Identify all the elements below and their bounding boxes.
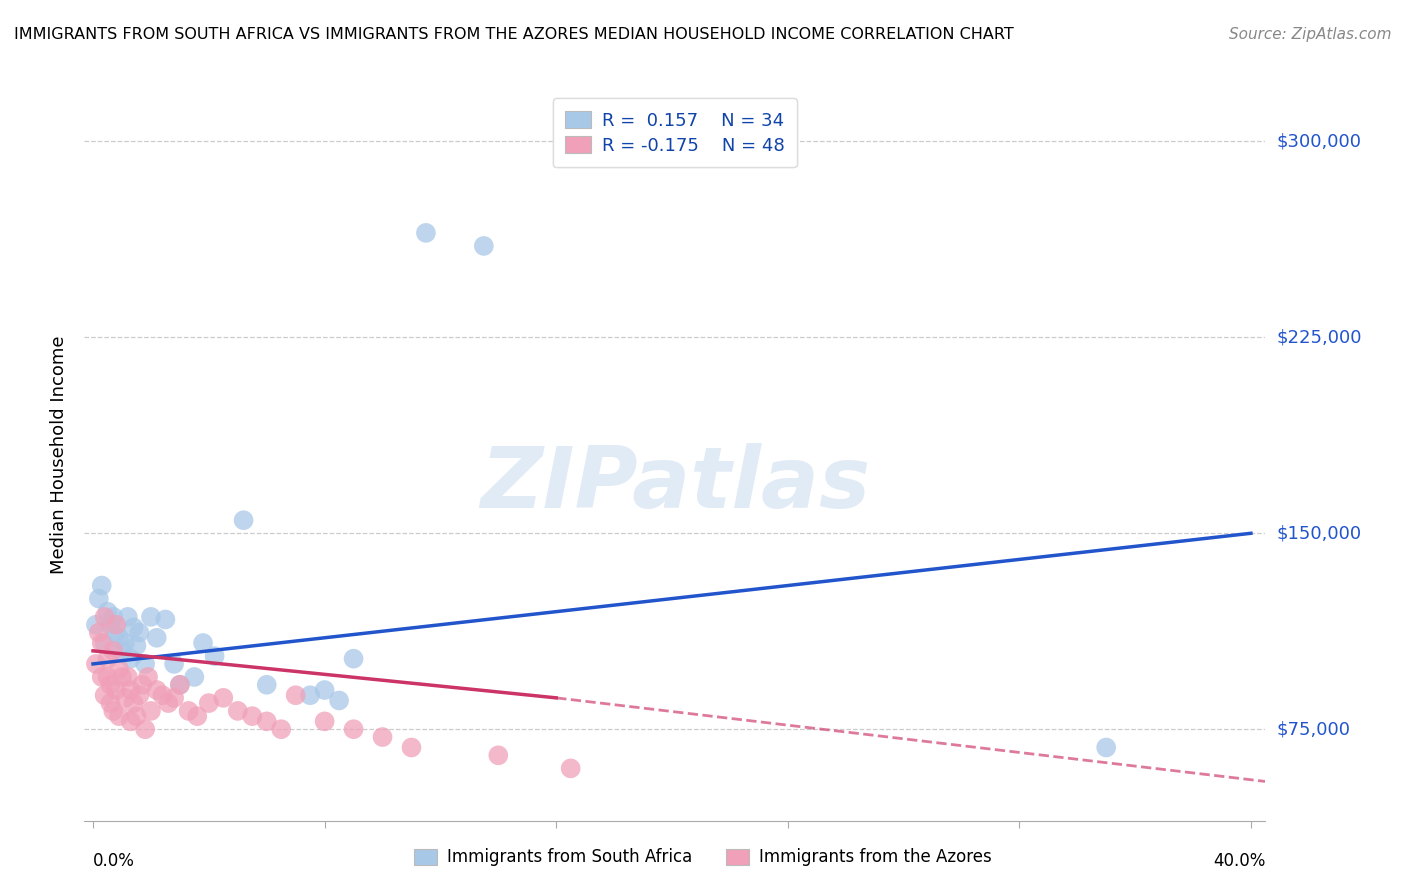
Point [120, 714, 142, 729]
Point [169, 678, 191, 692]
Point [157, 696, 180, 710]
Point [232, 513, 254, 527]
Point [560, 761, 582, 775]
Point [183, 670, 205, 684]
Point [299, 688, 322, 702]
Point [93, 610, 115, 624]
Point [108, 631, 131, 645]
Point [415, 226, 437, 240]
Point [328, 693, 350, 707]
Point [103, 704, 125, 718]
Text: $225,000: $225,000 [1277, 328, 1362, 346]
Text: 40.0%: 40.0% [1213, 852, 1265, 870]
Point [105, 617, 128, 632]
Point [139, 610, 162, 624]
Point [128, 688, 150, 702]
Point [401, 740, 423, 755]
Point [93, 636, 115, 650]
Point [105, 683, 128, 698]
Text: Source: ZipAtlas.com: Source: ZipAtlas.com [1229, 27, 1392, 42]
Point [125, 709, 148, 723]
Point [486, 748, 509, 763]
Legend: Immigrants from South Africa, Immigrants from the Azores: Immigrants from South Africa, Immigrants… [406, 840, 1000, 875]
Text: $300,000: $300,000 [1277, 132, 1361, 151]
Y-axis label: Median Household Income: Median Household Income [51, 335, 69, 574]
Point [314, 714, 336, 729]
Point [134, 723, 156, 737]
Point [90, 578, 112, 592]
Point [145, 683, 167, 698]
Point [100, 696, 122, 710]
Point [125, 639, 148, 653]
Point [256, 678, 278, 692]
Point [256, 714, 278, 729]
Text: $75,000: $75,000 [1277, 720, 1351, 739]
Point [136, 670, 159, 684]
Point [90, 670, 112, 684]
Point [114, 636, 136, 650]
Point [87, 625, 110, 640]
Point [163, 657, 186, 671]
Text: IMMIGRANTS FROM SOUTH AFRICA VS IMMIGRANTS FROM THE AZORES MEDIAN HOUSEHOLD INCO: IMMIGRANTS FROM SOUTH AFRICA VS IMMIGRAN… [14, 27, 1014, 42]
Point [108, 662, 131, 676]
Point [117, 670, 139, 684]
Point [134, 657, 156, 671]
Point [155, 613, 177, 627]
Point [212, 690, 235, 705]
Point [240, 709, 263, 723]
Point [198, 696, 221, 710]
Point [145, 631, 167, 645]
Point [139, 704, 162, 718]
Point [131, 678, 153, 692]
Point [103, 610, 125, 624]
Point [87, 591, 110, 606]
Point [90, 636, 112, 650]
Point [186, 709, 208, 723]
Text: ZIPatlas: ZIPatlas [479, 442, 870, 525]
Point [1095, 740, 1118, 755]
Point [204, 649, 226, 664]
Point [120, 683, 142, 698]
Point [152, 688, 174, 702]
Point [108, 709, 131, 723]
Point [128, 625, 150, 640]
Point [105, 625, 128, 640]
Point [122, 620, 145, 634]
Point [84, 657, 107, 671]
Point [177, 704, 200, 718]
Point [163, 690, 186, 705]
Point [84, 617, 107, 632]
Point [120, 651, 142, 665]
Point [169, 678, 191, 692]
Text: $150,000: $150,000 [1277, 524, 1361, 542]
Point [122, 696, 145, 710]
Point [103, 644, 125, 658]
Point [342, 723, 364, 737]
Point [96, 651, 118, 665]
Point [191, 636, 214, 650]
Point [371, 730, 394, 744]
Text: 0.0%: 0.0% [93, 852, 135, 870]
Point [100, 617, 122, 632]
Point [472, 239, 495, 253]
Legend: R =  0.157    N = 34, R = -0.175    N = 48: R = 0.157 N = 34, R = -0.175 N = 48 [553, 98, 797, 168]
Point [284, 688, 307, 702]
Point [226, 704, 249, 718]
Point [342, 651, 364, 665]
Point [96, 670, 118, 684]
Point [117, 610, 139, 624]
Point [111, 670, 134, 684]
Point [100, 678, 122, 692]
Point [96, 605, 118, 619]
Point [114, 690, 136, 705]
Point [314, 683, 336, 698]
Point [270, 723, 292, 737]
Point [93, 688, 115, 702]
Point [111, 644, 134, 658]
